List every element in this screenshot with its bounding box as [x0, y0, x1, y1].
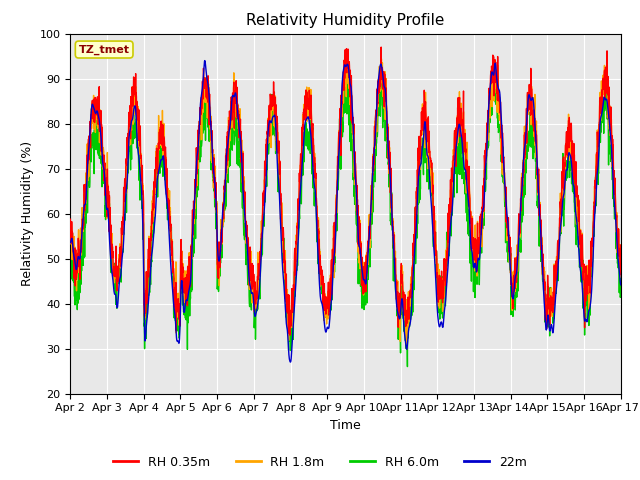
X-axis label: Time: Time — [330, 419, 361, 432]
Text: TZ_tmet: TZ_tmet — [79, 44, 130, 55]
Title: Relativity Humidity Profile: Relativity Humidity Profile — [246, 13, 445, 28]
Y-axis label: Relativity Humidity (%): Relativity Humidity (%) — [21, 141, 34, 286]
Legend: RH 0.35m, RH 1.8m, RH 6.0m, 22m: RH 0.35m, RH 1.8m, RH 6.0m, 22m — [108, 451, 532, 474]
